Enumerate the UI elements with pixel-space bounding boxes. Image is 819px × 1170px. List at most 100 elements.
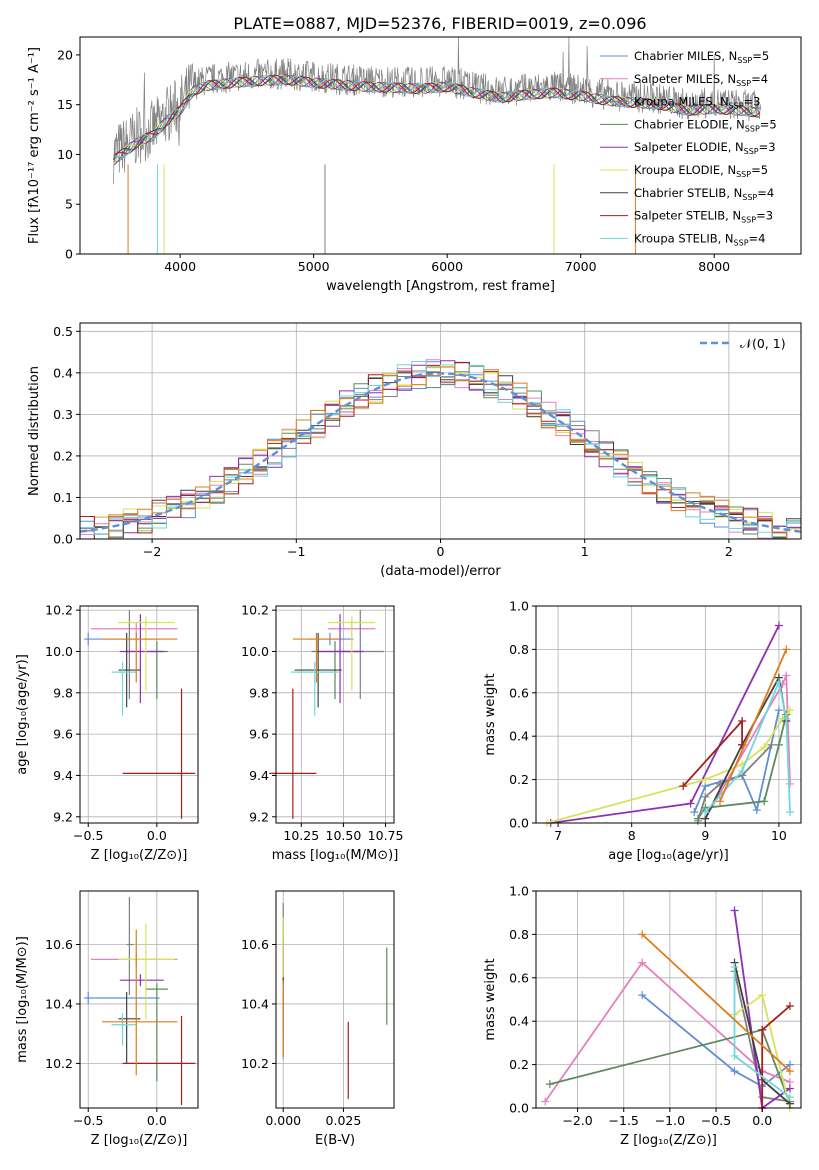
x-tick-label: 0.0	[147, 1113, 167, 1128]
weight-marker	[730, 1067, 739, 1076]
y-tick-label: 10.6	[45, 937, 73, 952]
y-tick-label: 10.4	[45, 996, 73, 1011]
y-tick-label: 0.2	[509, 1057, 529, 1072]
y-tick-label: 1.0	[509, 599, 529, 614]
x-tick-label: 4000	[164, 259, 196, 274]
spectrum-panel: 4000 5000 6000 7000 8000 0 5 10 15 20 wavelength […	[27, 36, 802, 294]
weight-marker	[774, 621, 783, 630]
x-axis-label: E(B-V)	[315, 1133, 355, 1148]
axes-frame	[535, 890, 802, 1109]
mass-vs-metallicity-panel: −0.5 0.0 10.2 10.4 10.6 Z [log₁₀(Z/Z⊙)] mass […	[15, 890, 199, 1148]
y-tick-label: 10.2	[45, 1056, 73, 1071]
weight-marker	[767, 740, 776, 749]
x-tick-label: 7	[554, 828, 562, 843]
y-axis-label: age [log₁₀(age/yr)]	[15, 654, 30, 775]
y-tick-label: 0	[65, 247, 73, 262]
y-tick-label: 15	[57, 97, 73, 112]
y-tick-label: 9.2	[249, 809, 269, 824]
x-tick-label: 10.75	[368, 828, 404, 843]
y-tick-label: 0.3	[53, 407, 73, 422]
weight-marker	[760, 743, 769, 752]
weight-line	[550, 625, 780, 824]
y-tick-label: 0.5	[53, 324, 73, 339]
weight-marker	[679, 782, 688, 791]
x-tick-label: −2	[143, 544, 161, 559]
y-tick-label: 9.4	[53, 768, 73, 783]
y-axis-label: Normed distribution	[27, 366, 42, 496]
y-tick-label: 9.6	[249, 727, 269, 742]
x-axis-label: (data-model)/error	[380, 564, 501, 579]
y-tick-label: 10.6	[241, 937, 269, 952]
weight-marker	[785, 808, 794, 817]
weight-marker	[785, 1084, 794, 1093]
model-spectrum-line	[113, 74, 760, 157]
x-axis-label: age [log₁₀(age/yr)]	[608, 848, 729, 863]
y-tick-label: 9.2	[53, 809, 73, 824]
weight-marker	[752, 805, 761, 814]
weight-marker	[730, 962, 739, 971]
weight-marker	[785, 1093, 794, 1102]
y-axis-label: Flux [fλ10⁻¹⁷ erg cm⁻² s⁻¹ A⁻¹]	[27, 47, 42, 244]
legend-entry: Kroupa STELIB, NSSP=4	[634, 231, 765, 247]
x-tick-label: 8	[628, 828, 636, 843]
normal-reference-curve	[79, 372, 802, 533]
y-tick-label: 0.4	[509, 729, 529, 744]
observed-spectrum	[113, 36, 762, 185]
x-axis-label: mass [log₁₀(M/M⊙)]	[272, 848, 399, 863]
residual-histogram-panel: −2 −1 0 1 2 0.0 0.1 0.2 0.3 0.4 0.5 (data-model)/er…	[27, 322, 802, 579]
axes-frame	[79, 605, 199, 824]
weight-marker	[716, 797, 725, 806]
weight-marker	[758, 991, 767, 1000]
y-tick-label: 0.8	[509, 642, 529, 657]
weight-line	[641, 933, 791, 1072]
weight-marker	[541, 1097, 550, 1106]
age-vs-mass-panel: 10.25 10.50 10.75 9.2 9.4 9.6 9.8 10.0 10.2 mass …	[241, 603, 403, 863]
y-tick-label: 10.0	[45, 644, 73, 659]
y-tick-label: 10.2	[45, 603, 73, 618]
y-axis-label: mass [log₁₀(M/M⊙)]	[15, 936, 30, 1063]
weight-marker	[545, 1080, 554, 1089]
x-tick-label: 8000	[698, 259, 730, 274]
x-tick-label: 0.025	[326, 1113, 362, 1128]
weight-marker	[638, 958, 647, 967]
weight-marker	[638, 991, 647, 1000]
weight-marker	[782, 671, 791, 680]
weight-line	[704, 675, 791, 820]
x-tick-label: 0.0	[752, 1113, 772, 1128]
x-tick-label: −2.0	[562, 1113, 592, 1128]
age-vs-metallicity-panel: −0.5 0.0 9.2 9.4 9.6 9.8 10.0 10.2 Z [log₁₀(Z/Z⊙…	[15, 603, 199, 863]
weight-marker	[785, 1067, 794, 1076]
x-tick-label: 1	[581, 544, 589, 559]
weight-marker	[730, 1051, 739, 1060]
x-tick-label: 10.50	[326, 828, 362, 843]
x-axis-label: wavelength [Angstrom, rest frame]	[326, 279, 555, 294]
mass-vs-reddening-panel: 0.000 0.025 10.2 10.4 10.6 E(B-V)	[241, 890, 395, 1148]
weight-line	[546, 709, 791, 824]
weight-marker	[701, 808, 710, 817]
axes-frame	[535, 605, 802, 824]
weight-marker	[701, 775, 710, 784]
x-tick-label: −1	[287, 544, 305, 559]
x-tick-label: 9	[701, 828, 709, 843]
model-spectrum-line	[113, 74, 760, 159]
model-spectrum-line	[113, 74, 760, 161]
weight-marker	[701, 792, 710, 801]
x-tick-label: −1.5	[609, 1113, 639, 1128]
weight-line	[641, 994, 791, 1088]
weight-marker	[738, 717, 747, 726]
weight-marker	[785, 779, 794, 788]
y-tick-label: 10.2	[241, 603, 269, 618]
x-tick-label: 6000	[431, 259, 463, 274]
y-tick-label: 9.8	[249, 685, 269, 700]
axes-frame	[275, 890, 395, 1109]
weight-marker	[758, 1025, 767, 1034]
axes-frame	[79, 890, 199, 1109]
y-tick-label: 0.2	[509, 772, 529, 787]
y-tick-label: 0.1	[53, 490, 73, 505]
x-tick-label: 0.000	[265, 1113, 301, 1128]
weight-marker	[686, 799, 695, 808]
histogram-step	[80, 366, 801, 540]
y-axis-label: mass weight	[483, 958, 498, 1040]
x-tick-label: 0	[437, 544, 445, 559]
legend-entry: Salpeter STELIB, NSSP=3	[634, 209, 773, 225]
